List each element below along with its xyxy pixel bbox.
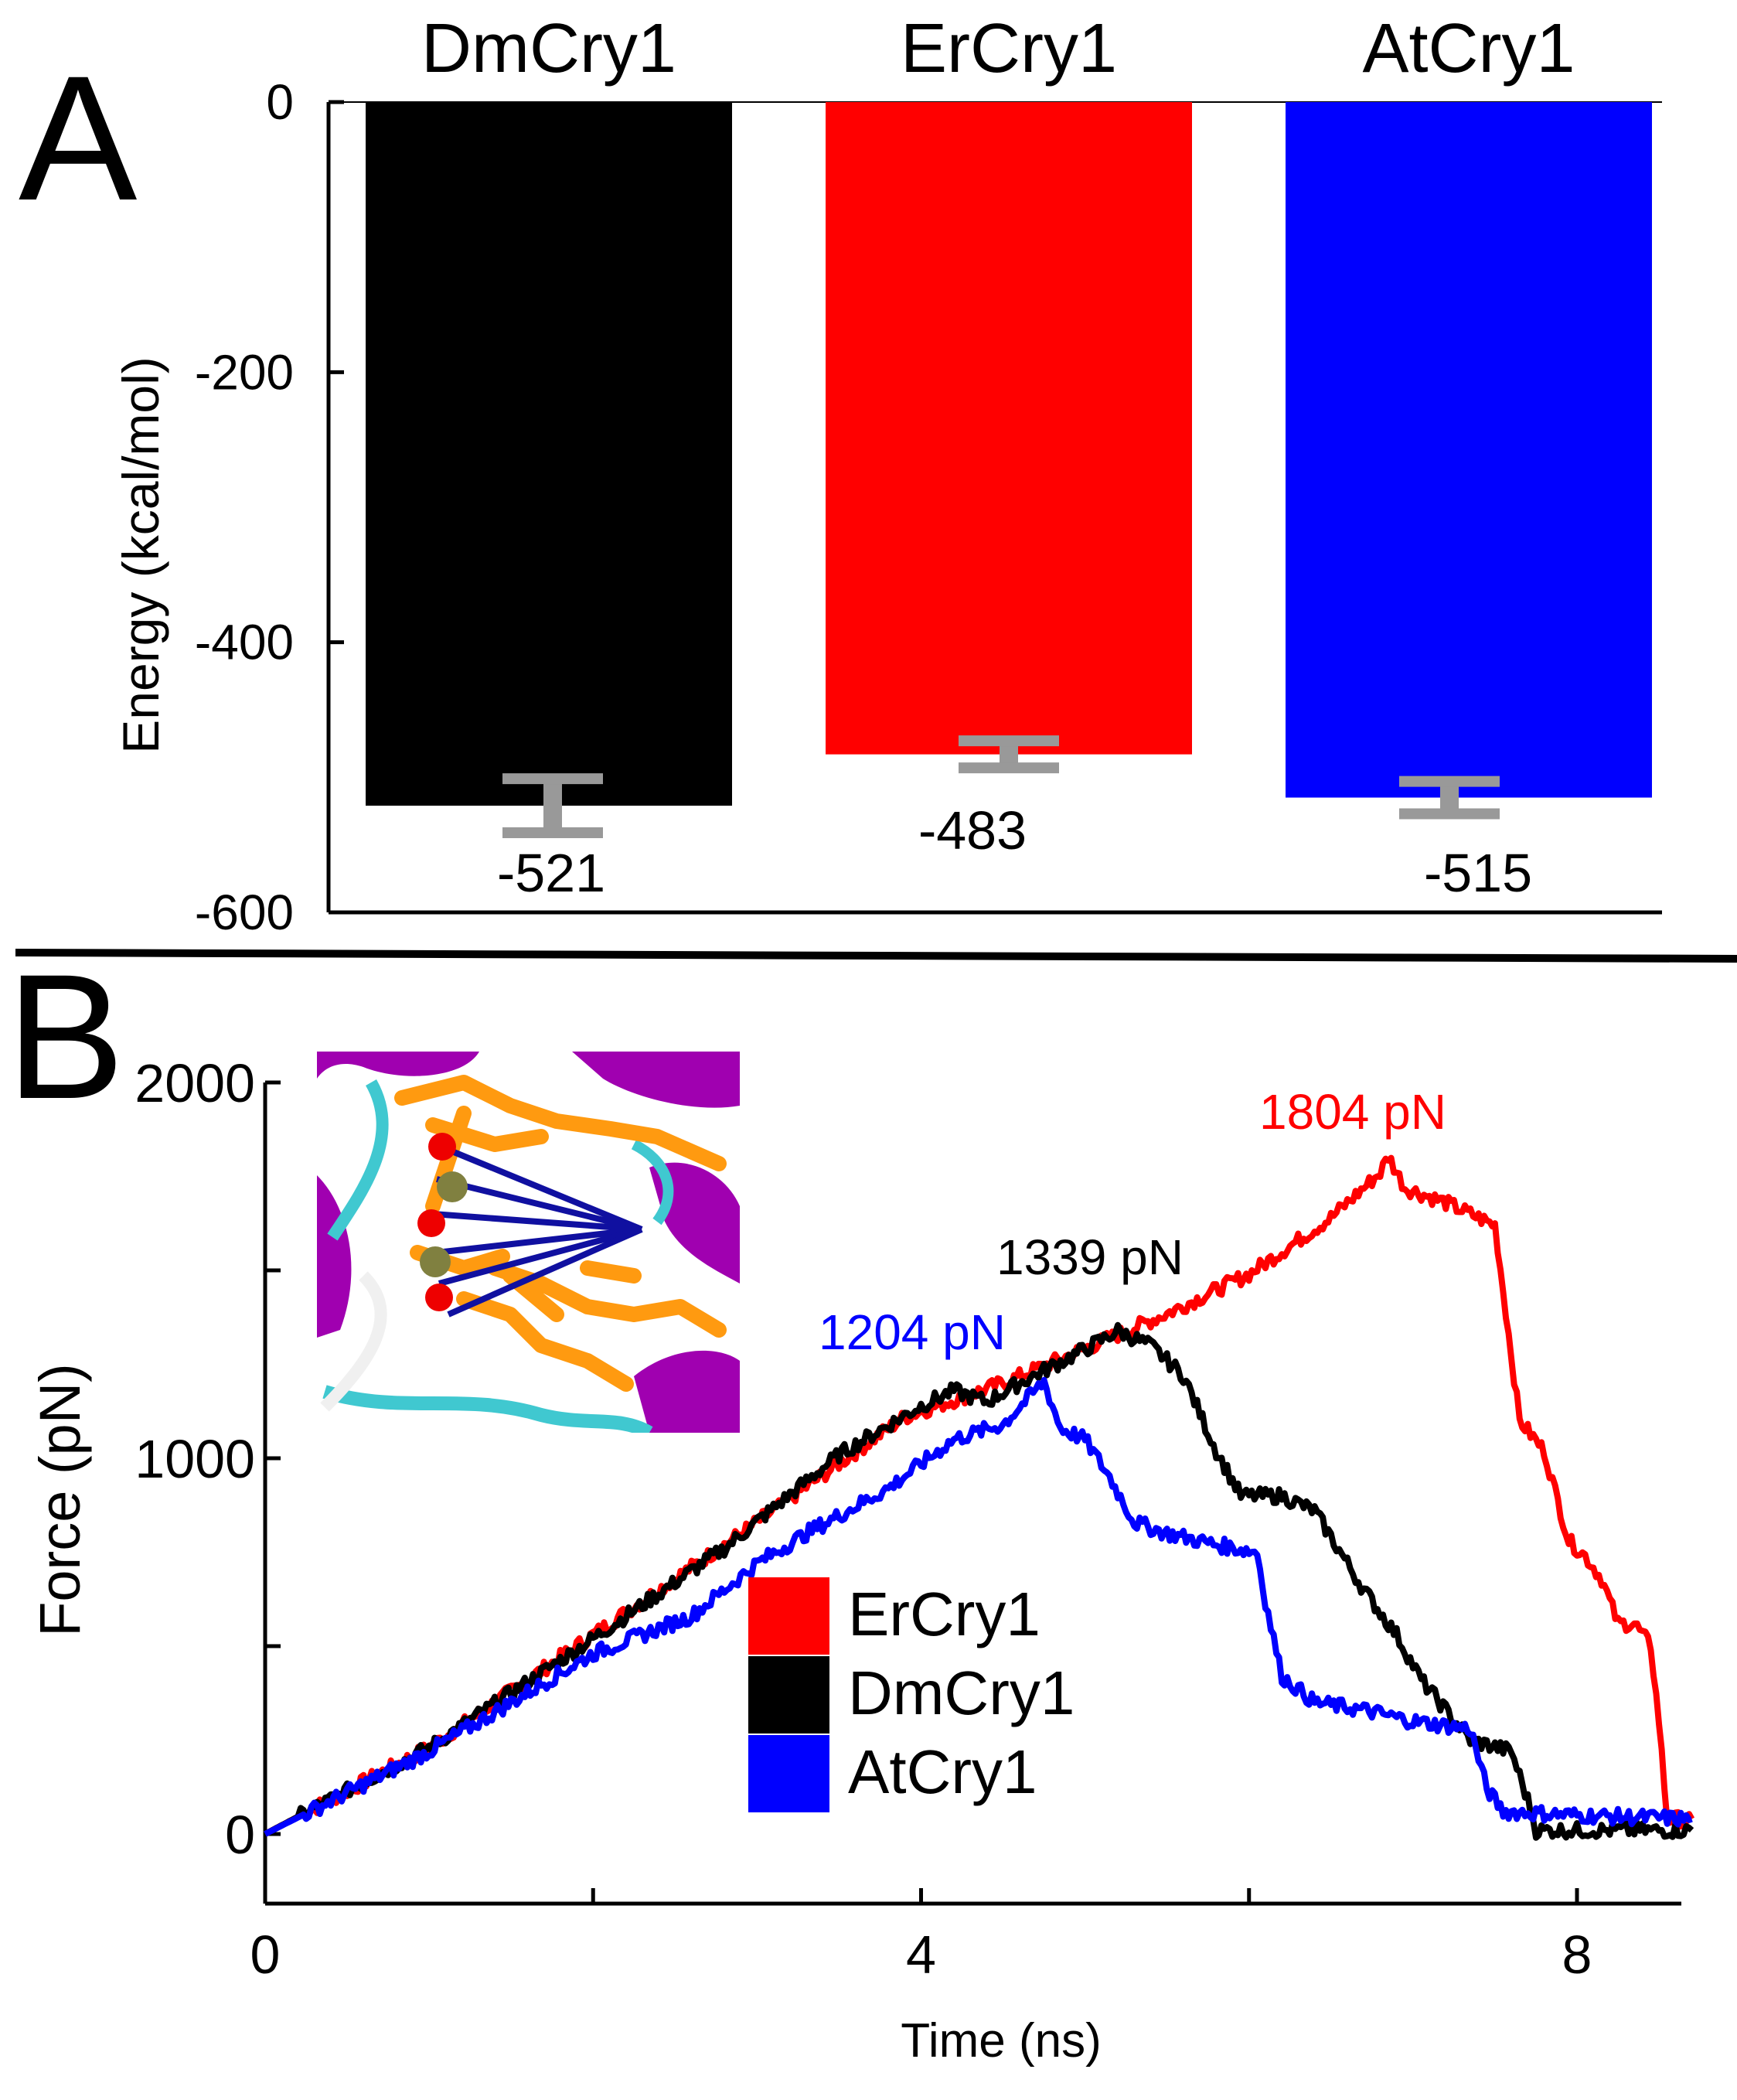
- legend-label: DmCry1: [848, 1659, 1075, 1727]
- legend: ErCry1 DmCry1 AtCry1: [748, 1577, 1075, 1812]
- peak-label-DmCry1: 1339 pN: [996, 1229, 1184, 1285]
- line-chart-x-tick-label: 8: [1562, 1924, 1592, 1985]
- bar-value-label: -521: [497, 843, 605, 903]
- series-line-AtCry1: [264, 1376, 1693, 1837]
- line-chart-y-tick-label: 0: [225, 1805, 255, 1865]
- line-chart-y-tick-label: 1000: [135, 1429, 255, 1489]
- bar-chart-ylabel: Energy (kcal/mol): [112, 356, 169, 753]
- bar-chart-y-tick-label: -600: [195, 885, 294, 940]
- line-chart-x-tick-label: 4: [906, 1924, 936, 1985]
- legend-swatch-AtCry1: [748, 1735, 829, 1812]
- force-line-chart: Force (pN) Time (ns) 0 1000 2000 0 4 8 1804 pN…: [28, 1053, 1695, 2068]
- legend-swatch-DmCry1: [748, 1656, 829, 1734]
- bar-value-label: -483: [918, 800, 1027, 861]
- bar-chart-y-tick-label: -200: [195, 344, 294, 400]
- bar-category-label: DmCry1: [421, 10, 676, 87]
- bar-DmCry1: [366, 102, 732, 806]
- bar-chart-y-tick-label: -400: [195, 615, 294, 670]
- molecular-structure-inset: [317, 1052, 740, 1433]
- legend-swatch-ErCry1: [748, 1577, 829, 1655]
- bar-category-label: AtCry1: [1362, 10, 1575, 87]
- bar-category-label: ErCry1: [901, 10, 1117, 87]
- legend-label: ErCry1: [848, 1580, 1040, 1648]
- peak-label-ErCry1: 1804 pN: [1259, 1084, 1446, 1140]
- energy-bar-chart: Energy (kcal/mol) 0 -200 -400 -600 DmCry1 ErC…: [112, 10, 1662, 940]
- line-chart-xlabel: Time (ns): [901, 2014, 1101, 2068]
- bar-AtCry1: [1286, 102, 1652, 798]
- bar-value-label: -515: [1424, 843, 1532, 903]
- panel-separator: [15, 949, 1737, 963]
- line-chart-x-tick-label: 0: [250, 1924, 281, 1985]
- legend-label: AtCry1: [848, 1737, 1037, 1806]
- panel-b-letter: B: [6, 937, 124, 1136]
- panel-a-letter: A: [19, 39, 137, 237]
- bar-ErCry1: [826, 102, 1192, 755]
- bar-chart-y-tick-label: 0: [266, 74, 294, 130]
- line-chart-y-tick-label: 2000: [135, 1053, 255, 1113]
- line-chart-ylabel: Force (pN): [28, 1363, 92, 1637]
- peak-label-AtCry1: 1204 pN: [819, 1304, 1006, 1360]
